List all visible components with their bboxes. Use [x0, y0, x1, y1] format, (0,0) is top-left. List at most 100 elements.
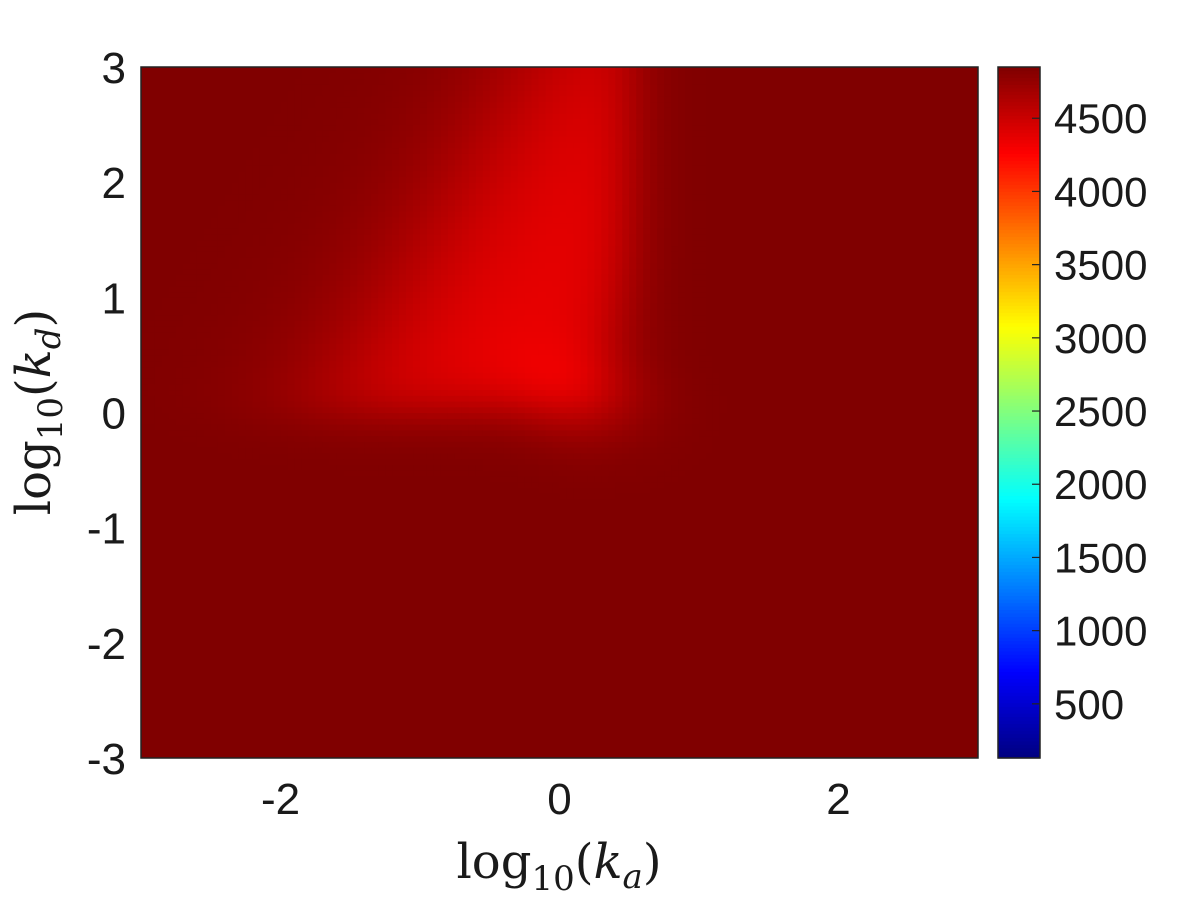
heatmap-cell — [329, 84, 337, 91]
heatmap-cell — [168, 723, 177, 730]
heatmap-cell — [420, 447, 428, 454]
heatmap-cell — [336, 320, 344, 327]
heatmap-cell — [378, 343, 386, 350]
heatmap-cell — [141, 285, 149, 293]
heatmap-cell — [161, 291, 170, 298]
heatmap-cell — [141, 308, 149, 316]
heatmap-cell — [196, 187, 205, 195]
heatmap-cell — [378, 193, 386, 201]
heatmap-cell — [231, 84, 240, 91]
heatmap-cell — [189, 170, 198, 178]
heatmap-cell — [266, 107, 275, 114]
heatmap-cell — [308, 498, 316, 506]
heatmap-cell — [413, 683, 421, 690]
heatmap-cell — [329, 326, 337, 333]
heatmap-cell — [378, 562, 386, 569]
heatmap-cell — [224, 567, 233, 575]
heatmap-cell — [266, 498, 275, 506]
heatmap-cell — [420, 337, 428, 344]
heatmap-cell — [154, 176, 163, 183]
heatmap-cell — [252, 291, 261, 298]
heatmap-cell — [196, 688, 205, 696]
heatmap-cell — [399, 665, 407, 673]
heatmap-cell — [322, 671, 330, 678]
heatmap-cell — [294, 654, 303, 661]
heatmap-cell — [141, 354, 149, 362]
heatmap-cell — [266, 233, 275, 241]
heatmap-cell — [161, 458, 170, 465]
heatmap-cell — [154, 700, 163, 707]
heatmap-cell — [210, 124, 219, 131]
heatmap-cell — [315, 573, 323, 581]
heatmap-cell — [392, 441, 400, 448]
heatmap-cell — [350, 746, 358, 753]
heatmap-cell — [371, 222, 379, 229]
heatmap-cell — [350, 395, 358, 402]
heatmap-cell — [141, 297, 149, 304]
heatmap-cell — [343, 193, 351, 201]
heatmap-cell — [336, 533, 344, 540]
heatmap-cell — [175, 671, 184, 678]
heatmap-cell — [141, 159, 149, 166]
heatmap-cell — [399, 176, 407, 183]
heatmap-cell — [182, 124, 191, 131]
heatmap-cell — [287, 458, 296, 465]
heatmap-cell — [399, 113, 407, 120]
heatmap-cell — [336, 585, 344, 592]
heatmap-cell — [371, 481, 379, 488]
heatmap-cell — [315, 711, 323, 719]
heatmap-cell — [378, 268, 386, 275]
heatmap-cell — [399, 118, 407, 126]
heatmap-cell — [322, 113, 330, 120]
heatmap-cell — [336, 233, 344, 241]
heatmap-cell — [231, 516, 240, 523]
heatmap-cell — [273, 734, 282, 742]
heatmap-cell — [420, 493, 428, 500]
heatmap-cell — [378, 90, 386, 97]
heatmap-cell — [175, 251, 184, 258]
heatmap-cell — [252, 228, 261, 235]
heatmap-cell — [231, 366, 240, 373]
heatmap-cell — [266, 429, 275, 437]
heatmap-cell — [406, 550, 414, 558]
heatmap-cell — [357, 262, 365, 270]
heatmap-cell — [399, 567, 407, 575]
heatmap-cell — [224, 136, 233, 143]
heatmap-cell — [350, 320, 358, 327]
heatmap-cell — [301, 458, 309, 465]
heatmap-cell — [147, 400, 156, 408]
heatmap-cell — [245, 141, 254, 149]
heatmap-cell — [203, 124, 212, 131]
heatmap-cell — [364, 688, 372, 696]
heatmap-cell — [350, 228, 358, 235]
heatmap-cell — [168, 406, 177, 414]
heatmap-cell — [238, 475, 247, 483]
heatmap-cell — [329, 216, 337, 224]
heatmap-cell — [252, 579, 261, 586]
heatmap-cell — [301, 567, 309, 575]
heatmap-cell — [175, 614, 184, 621]
heatmap-cell — [231, 458, 240, 465]
heatmap-cell — [196, 199, 205, 206]
heatmap-cell — [280, 95, 289, 103]
heatmap-cell — [343, 141, 351, 149]
heatmap-cell — [203, 677, 212, 684]
heatmap-cell — [378, 280, 386, 287]
heatmap-cell — [350, 493, 358, 500]
heatmap-cell — [413, 464, 421, 471]
heatmap-cell — [231, 193, 240, 201]
heatmap-cell — [196, 665, 205, 673]
heatmap-cell — [399, 435, 407, 442]
heatmap-cell — [315, 291, 323, 298]
heatmap-cell — [420, 711, 428, 719]
heatmap-cell — [357, 268, 365, 275]
heatmap-cell — [301, 573, 309, 581]
heatmap-cell — [322, 441, 330, 448]
heatmap-cell — [399, 573, 407, 581]
heatmap-cell — [343, 740, 351, 748]
heatmap-cell — [420, 297, 428, 304]
heatmap-cell — [350, 222, 358, 229]
heatmap-cell — [350, 424, 358, 431]
heatmap-cell — [141, 487, 149, 494]
heatmap-cell — [196, 182, 205, 189]
